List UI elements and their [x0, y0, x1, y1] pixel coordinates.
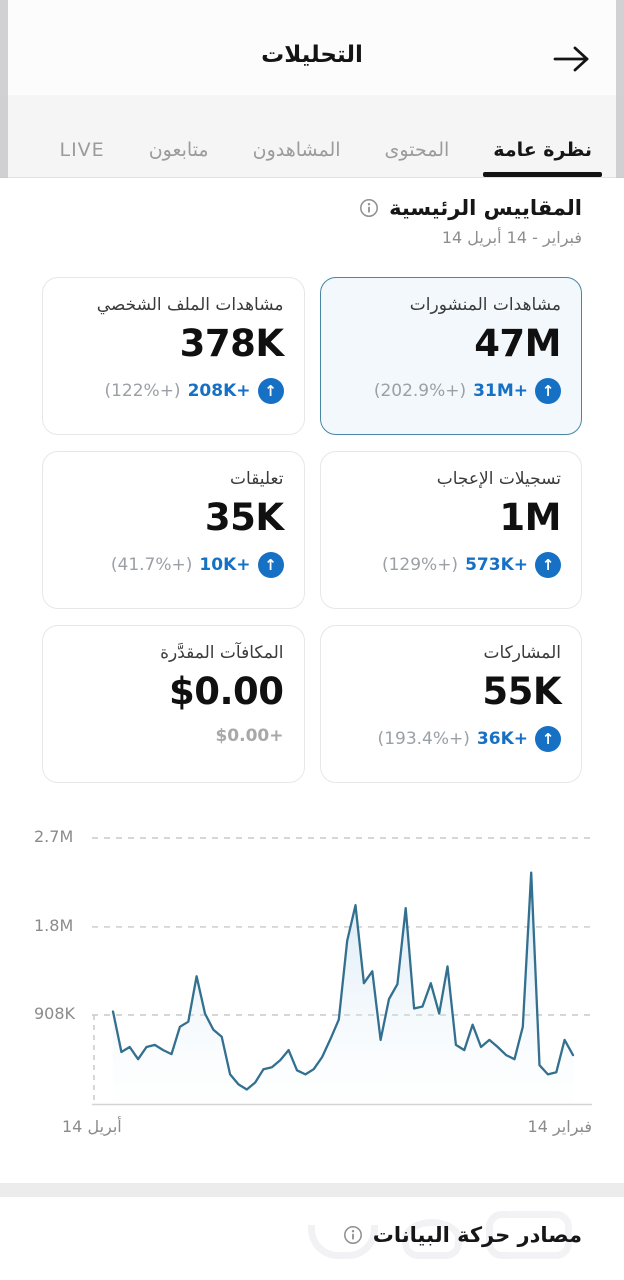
metric-card-shares[interactable]: المشاركات 55K ↑ +36K (+193.4%) — [319, 625, 582, 783]
metric-change-row: +$0.00 — [63, 726, 284, 746]
metric-label: تسجيلات الإعجاب — [436, 469, 561, 489]
overview-pane: المقاييس الرئيسية 14 فبراير - 14 أبريل م… — [0, 178, 624, 1161]
metric-change-row: ↑ +208K (+122%) — [63, 378, 284, 404]
x-axis-tick-end: 14 أبريل — [62, 1117, 122, 1136]
tab-content[interactable]: المحتوى — [384, 139, 450, 161]
metric-label: المشاركات — [483, 643, 561, 663]
traffic-sources-title: مصادر حركة البيانات — [372, 1223, 582, 1247]
tab-overview[interactable]: نظرة عامة — [483, 139, 602, 177]
up-arrow-icon: ↑ — [535, 378, 561, 404]
metric-label: مشاهدات الملف الشخصي — [96, 295, 284, 315]
screen-edge-left — [0, 0, 8, 178]
info-icon[interactable] — [343, 1225, 363, 1245]
y-axis-tick: 2.7M — [34, 827, 74, 846]
key-metrics-section-head: المقاييس الرئيسية 14 فبراير - 14 أبريل — [0, 178, 624, 247]
y-axis-tick: 1.8M — [34, 915, 74, 935]
date-range: 14 فبراير - 14 أبريل — [441, 228, 582, 247]
y-axis-tick: 908K — [34, 1004, 76, 1023]
trend-line — [111, 871, 575, 1091]
metric-cards-grid: مشاهدات المنشورات 47M ↑ +31M (+202.9%) م… — [0, 247, 624, 783]
metric-label: تعليقات — [230, 469, 284, 489]
change-value: +$0.00 — [215, 726, 284, 746]
metric-card-profile-views[interactable]: مشاهدات الملف الشخصي 378K ↑ +208K (+122%… — [42, 277, 305, 435]
back-arrow-icon — [553, 46, 589, 72]
section-divider — [0, 1183, 624, 1197]
change-value: +208K — [187, 381, 251, 401]
change-value: +573K — [465, 555, 528, 575]
x-axis-labels: 14 أبريل 14 فبراير — [62, 1117, 592, 1136]
metric-label: مشاهدات المنشورات — [409, 295, 561, 315]
back-button[interactable] — [548, 44, 594, 76]
app-header: التحليلات — [0, 0, 624, 95]
metric-value: 1M — [499, 496, 561, 539]
up-arrow-icon: ↑ — [257, 378, 284, 404]
tab-viewers[interactable]: المشاهدون — [252, 139, 341, 161]
screen-edge-right — [616, 0, 624, 178]
metric-card-likes[interactable]: تسجيلات الإعجاب 1M ↑ +573K (+129%) — [319, 451, 582, 609]
metric-value: 35K — [204, 496, 284, 539]
key-metrics-title: المقاييس الرئيسية — [389, 196, 582, 220]
metric-card-comments[interactable]: تعليقات 35K ↑ +10K (+41.7%) — [42, 451, 305, 609]
metric-value: 47M — [474, 322, 561, 365]
metric-value: 55K — [482, 670, 561, 713]
change-percent: (+202.9%) — [373, 381, 467, 401]
info-icon[interactable] — [359, 198, 379, 218]
metric-label: المكافآت المقدَّرة — [160, 643, 284, 663]
traffic-sources-section: مصادر حركة البيانات — [0, 1197, 624, 1271]
metric-value: $0.00 — [168, 670, 284, 713]
up-arrow-icon: ↑ — [535, 726, 561, 752]
metric-card-estimated-rewards[interactable]: المكافآت المقدَّرة $0.00 +$0.00 — [42, 625, 305, 783]
page-title: التحليلات — [261, 42, 363, 68]
views-trend-chart: 2.7M 1.8M 908K 14 أبريل 14 فبراير — [0, 809, 624, 1161]
metric-change-row: ↑ +573K (+129%) — [341, 552, 561, 578]
metric-change-row: ↑ +36K (+193.4%) — [341, 726, 561, 752]
change-value: +36K — [476, 729, 528, 749]
tab-followers[interactable]: متابعون — [148, 139, 209, 161]
change-value: +10K — [199, 555, 251, 575]
metric-card-post-views[interactable]: مشاهدات المنشورات 47M ↑ +31M (+202.9%) — [319, 277, 582, 435]
watermark — [292, 1203, 612, 1265]
tab-live[interactable]: LIVE — [59, 139, 105, 161]
metric-change-row: ↑ +31M (+202.9%) — [341, 378, 561, 404]
up-arrow-icon: ↑ — [535, 552, 561, 578]
metric-change-row: ↑ +10K (+41.7%) — [63, 552, 284, 578]
change-percent: (+41.7%) — [110, 555, 193, 575]
chart-canvas — [92, 837, 592, 1106]
change-percent: (+122%) — [104, 381, 181, 401]
change-percent: (+129%) — [381, 555, 459, 575]
up-arrow-icon: ↑ — [257, 552, 284, 578]
metric-value: 378K — [179, 322, 284, 365]
change-percent: (+193.4%) — [377, 729, 470, 749]
change-value: +31M — [473, 381, 528, 401]
tab-bar: نظرة عامة المحتوى المشاهدون متابعون LIVE — [0, 95, 624, 178]
x-axis-tick-start: 14 فبراير — [527, 1117, 592, 1136]
